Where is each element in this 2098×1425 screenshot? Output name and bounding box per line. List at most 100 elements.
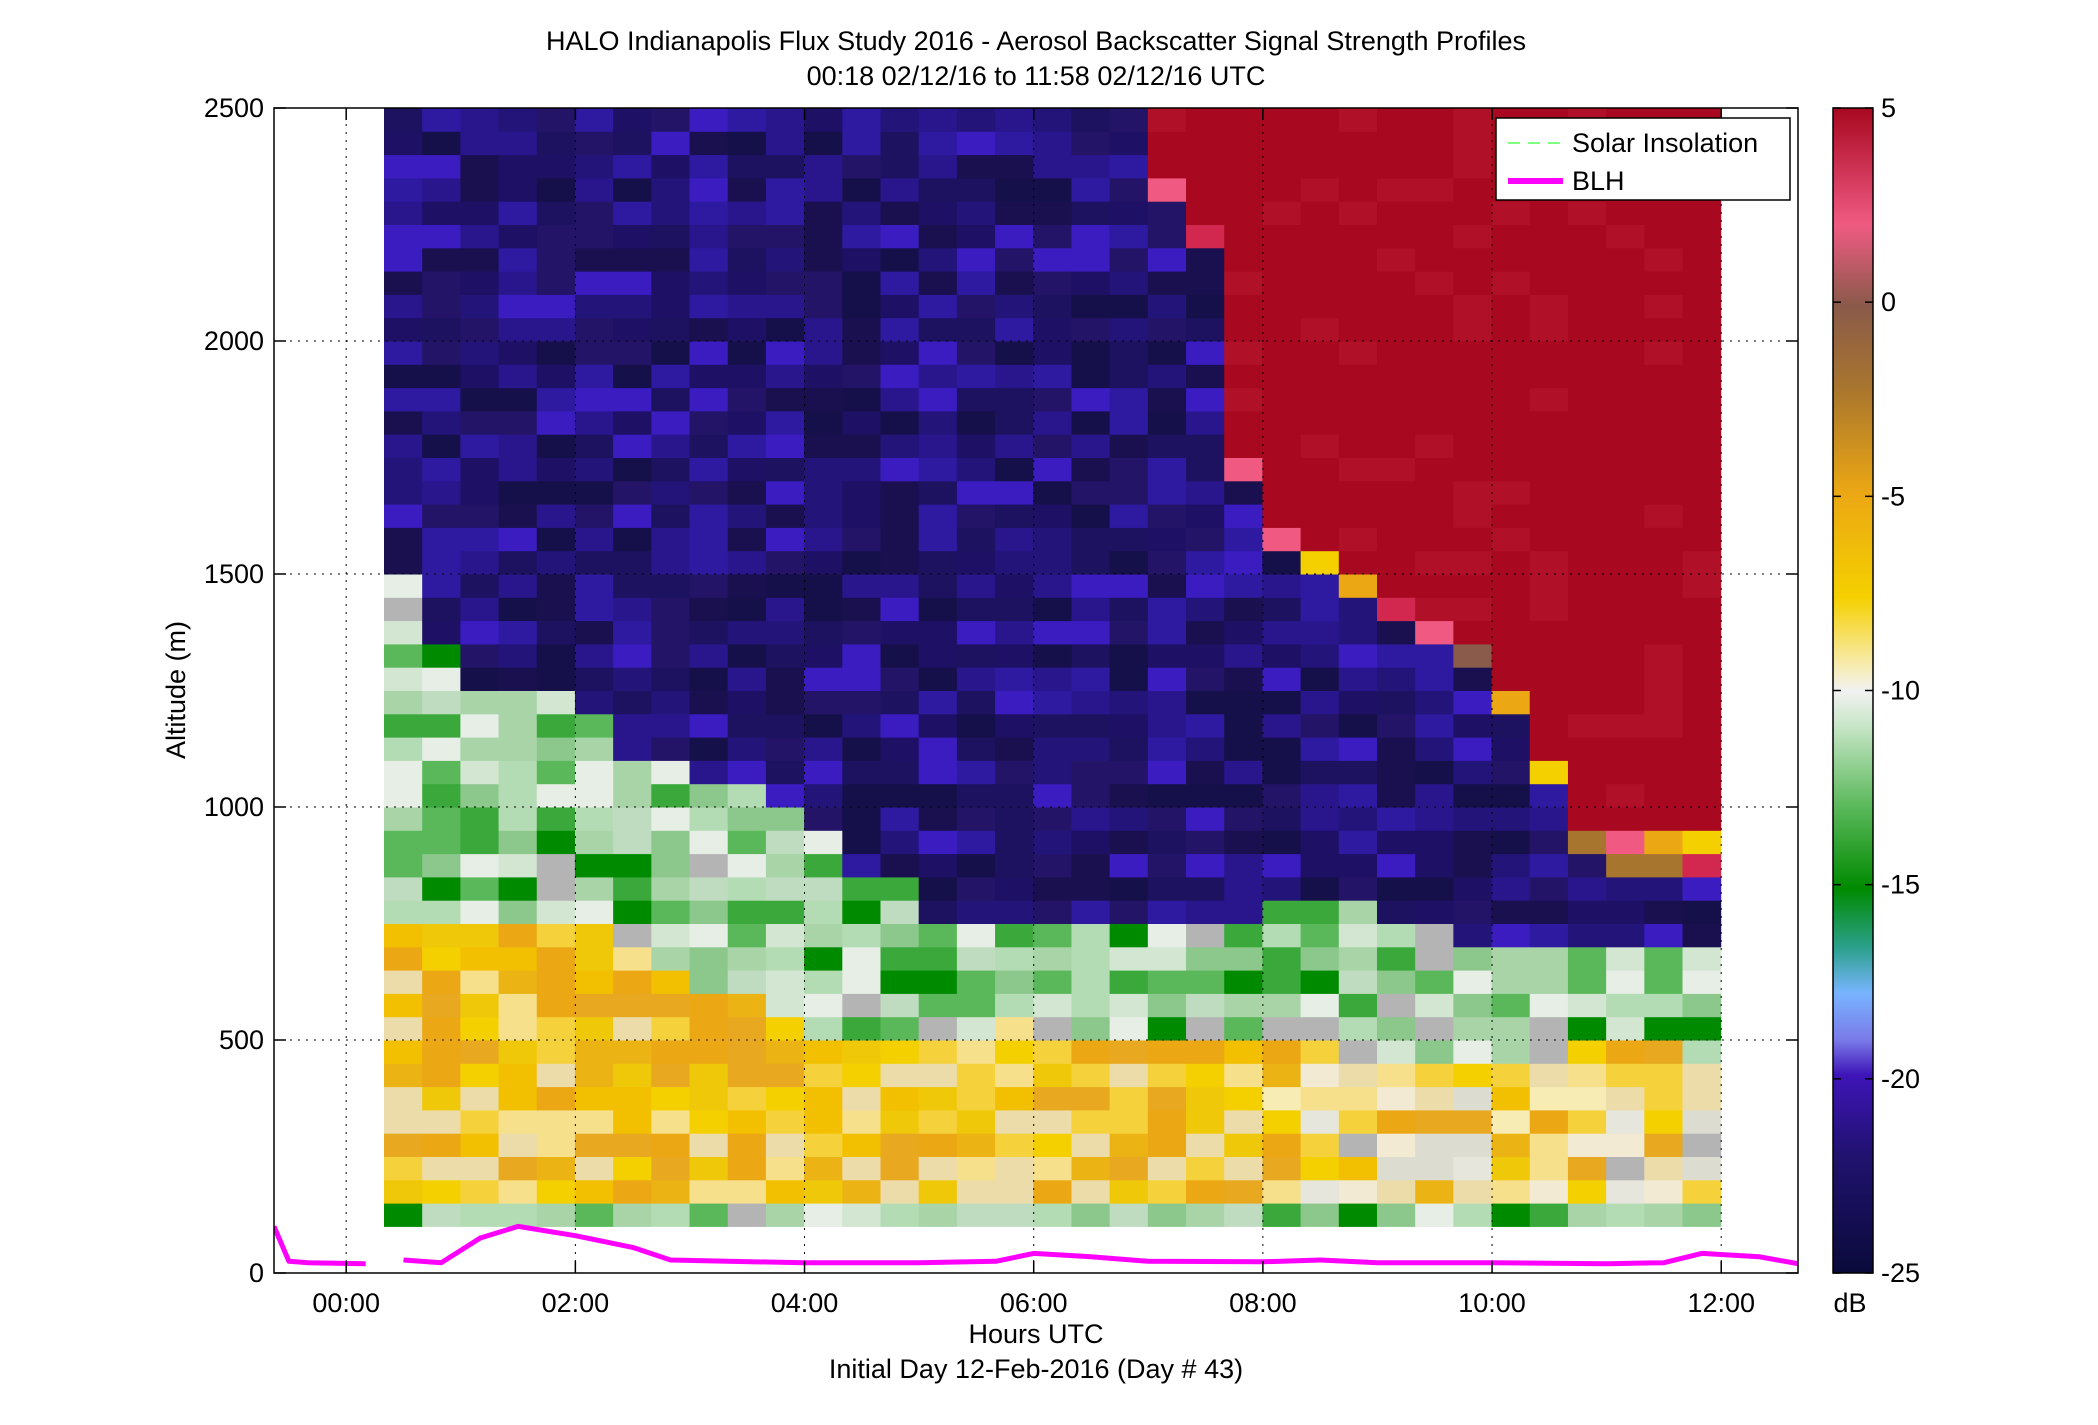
heatmap-cell [1338,946,1378,971]
heatmap-cell [422,643,461,668]
heatmap-cell [613,294,652,319]
heatmap-cell [1644,876,1684,901]
heatmap-cell [1033,1156,1072,1181]
heatmap-cell [918,504,958,528]
heatmap-cell [995,387,1034,412]
heatmap-cell [1300,643,1340,668]
heatmap-cell [498,1016,538,1041]
heatmap-cell [1491,457,1531,482]
heatmap-cell [1338,900,1378,924]
heatmap-cell [842,317,881,342]
heatmap-cell [536,434,576,458]
heatmap-cell [1376,131,1416,156]
heatmap-cell [384,737,423,761]
heatmap-cell [574,807,614,831]
heatmap-cell [536,620,576,645]
heatmap-cell [918,620,958,645]
heatmap-cell [498,970,538,994]
heatmap-cell [956,970,996,994]
heatmap-cell [1147,224,1187,249]
heatmap-cell [1415,224,1454,249]
heatmap-cell [498,154,538,179]
heatmap-cell [1224,1086,1263,1111]
heatmap-cell [1186,946,1225,971]
heatmap-cell [1644,480,1684,505]
heatmap-cell [1415,177,1454,202]
heatmap-cell [1224,923,1263,948]
heatmap-cell [460,108,500,132]
heatmap-cell [1262,1179,1302,1204]
heatmap-cell [536,457,576,482]
heatmap-cell [918,853,958,878]
heatmap-cell [1262,154,1302,179]
heatmap-cell [1453,247,1493,272]
heatmap-cell [956,271,996,295]
heatmap-cell [384,317,423,342]
heatmap-cell [689,713,729,738]
heatmap-cell [918,946,958,971]
heatmap-cell [727,457,767,482]
heatmap-cell [536,527,576,552]
heatmap-cell [460,713,500,738]
heatmap-cell [1033,970,1072,994]
heatmap-cell [384,527,423,552]
heatmap-cell [1071,480,1111,505]
heatmap-cell [1147,1109,1187,1134]
heatmap-cell [1071,574,1111,598]
heatmap-cell [1606,1109,1645,1134]
heatmap-cell [1300,1179,1340,1204]
heatmap-cell [1300,970,1340,994]
heatmap-cell [384,201,423,225]
heatmap-cell [1071,807,1111,831]
heatmap-cell [460,574,500,598]
heatmap-cell [460,1133,500,1157]
heatmap-cell [651,643,691,668]
heatmap-cell [1071,108,1111,132]
heatmap-cell [956,387,996,412]
heatmap-cell [1606,876,1645,901]
heatmap-cell [1415,1203,1454,1227]
heatmap-cell [880,201,920,225]
heatmap-cell [804,294,843,319]
colorbar-tick-label: 5 [1881,93,1896,123]
heatmap-cell [1071,131,1111,156]
heatmap-cell [1453,224,1493,249]
heatmap-cell [1071,643,1111,668]
heatmap-cell [498,713,538,738]
heatmap-cell [804,667,843,691]
heatmap-cell [1071,364,1111,389]
colorbar-tick-label: -25 [1881,1258,1920,1288]
heatmap-cell [422,1040,461,1064]
heatmap-cell [1376,1040,1416,1064]
heatmap-cell [1186,1156,1225,1181]
heatmap-cell [1033,364,1072,389]
heatmap-cell [1033,1040,1072,1064]
heatmap-cell [460,154,500,179]
heatmap-cell [384,783,423,808]
heatmap-cell [1453,900,1493,924]
heatmap-cell [804,760,843,785]
heatmap-cell [689,760,729,785]
heatmap-cell [1415,387,1454,412]
heatmap-cell [1644,1133,1684,1157]
heatmap-cell [804,154,843,179]
heatmap-cell [1567,1156,1607,1181]
heatmap-cell [689,690,729,715]
heatmap-cell [1033,434,1072,458]
heatmap-cell [1147,574,1187,598]
heatmap-cell [460,1203,500,1227]
heatmap-cell [1567,527,1607,552]
heatmap-cell [1033,108,1072,132]
heatmap-cell [1262,1016,1302,1041]
heatmap-cell [1376,1016,1416,1041]
heatmap-cell [460,993,500,1018]
heatmap-cell [460,224,500,249]
heatmap-cell [1491,480,1531,505]
heatmap-cell [1415,946,1454,971]
heatmap-cell [995,434,1034,458]
heatmap-cell [1033,620,1072,645]
heatmap-cell [498,1133,538,1157]
heatmap-cell [536,993,576,1018]
heatmap-cell [689,643,729,668]
heatmap-cell [613,108,652,132]
